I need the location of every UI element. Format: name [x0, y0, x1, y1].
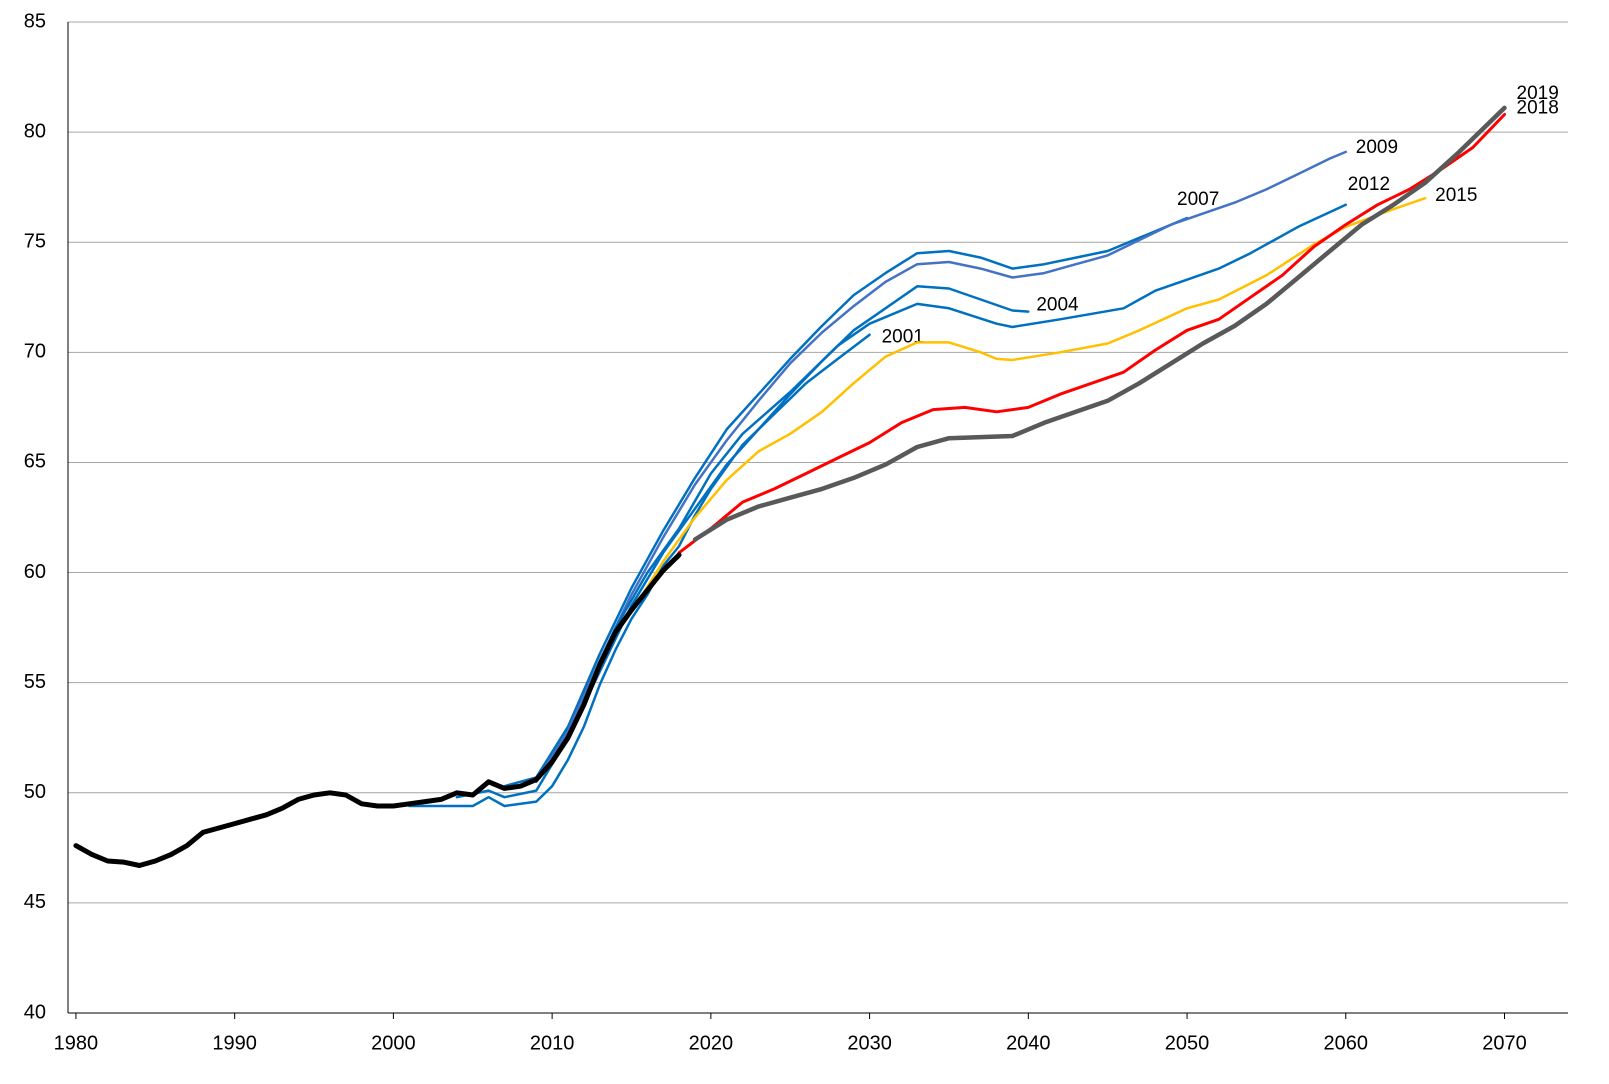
x-tick-label: 2020 [689, 1032, 734, 1054]
y-tick-label: 45 [24, 891, 46, 913]
y-tick-label: 55 [24, 671, 46, 693]
y-tick-label: 40 [24, 1001, 46, 1023]
series-label: 2007 [1177, 189, 1219, 210]
series-label: 2019 [1517, 83, 1559, 104]
series-label: 2009 [1356, 137, 1398, 158]
y-tick-label: 80 [24, 120, 46, 142]
series-label: 2018 [1517, 98, 1559, 119]
series-line [582, 203, 1348, 702]
x-tick-label: 2000 [371, 1032, 416, 1054]
y-tick-label: 85 [24, 10, 46, 32]
x-tick-label: 2050 [1165, 1032, 1210, 1054]
x-tick-label: 2060 [1324, 1032, 1369, 1054]
y-tick-label: 50 [24, 781, 46, 803]
series-label: 2012 [1348, 174, 1390, 195]
x-tick-label: 2070 [1482, 1032, 1527, 1054]
x-tick-label: 2040 [1006, 1032, 1051, 1054]
x-tick-label: 1990 [212, 1032, 257, 1054]
series-label: 2004 [1036, 295, 1079, 316]
series-line [73, 552, 682, 868]
y-tick-label: 70 [24, 341, 46, 363]
y-tick-label: 60 [24, 561, 46, 583]
series-line [677, 113, 1506, 555]
series-line [630, 196, 1427, 614]
series-line [455, 285, 1030, 799]
y-tick-label: 75 [24, 231, 46, 253]
series-line [692, 105, 1507, 542]
y-tick-label: 65 [24, 451, 46, 473]
x-tick-label: 1980 [54, 1032, 99, 1054]
series-label: 2001 [882, 327, 924, 348]
x-tick-label: 2030 [847, 1032, 892, 1054]
series-line [535, 150, 1348, 784]
series-line [408, 333, 871, 808]
series-label: 2015 [1435, 185, 1477, 206]
x-tick-label: 2010 [530, 1032, 575, 1054]
series-line [503, 216, 1189, 788]
